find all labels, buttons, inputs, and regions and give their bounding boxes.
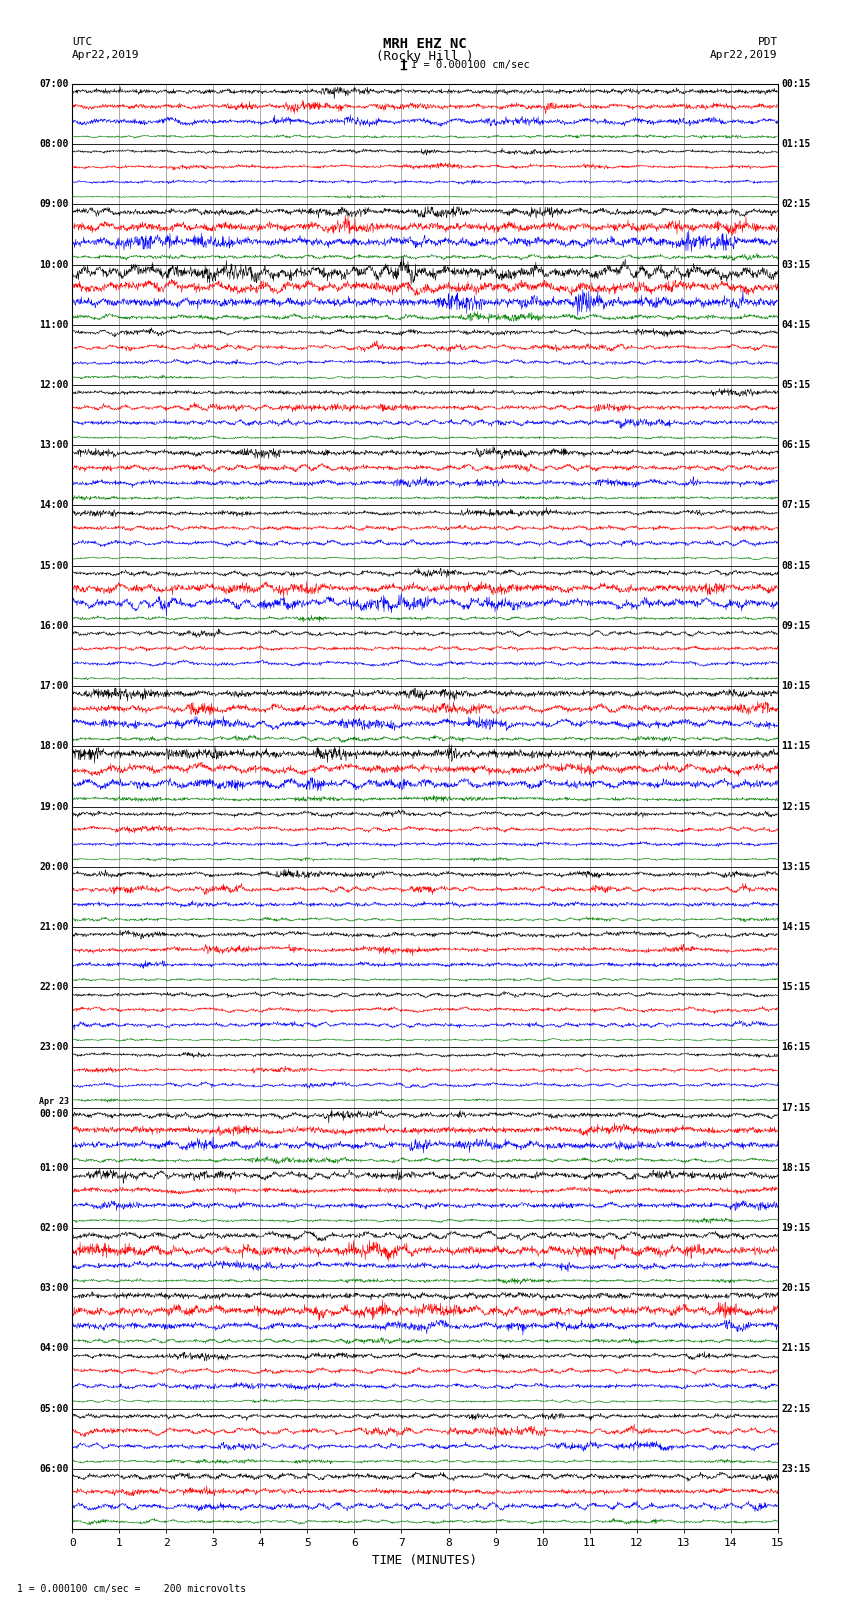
Text: 08:15: 08:15 <box>781 561 811 571</box>
Text: 09:15: 09:15 <box>781 621 811 631</box>
Text: 18:15: 18:15 <box>781 1163 811 1173</box>
Text: 14:15: 14:15 <box>781 923 811 932</box>
Text: 00:15: 00:15 <box>781 79 811 89</box>
Text: 19:15: 19:15 <box>781 1223 811 1232</box>
Text: 07:15: 07:15 <box>781 500 811 510</box>
Text: 17:15: 17:15 <box>781 1103 811 1113</box>
Text: PDT: PDT <box>757 37 778 47</box>
Text: 1 = 0.000100 cm/sec =    200 microvolts: 1 = 0.000100 cm/sec = 200 microvolts <box>17 1584 246 1594</box>
Text: 12:00: 12:00 <box>39 381 69 390</box>
Text: 12:15: 12:15 <box>781 802 811 811</box>
Text: MRH EHZ NC: MRH EHZ NC <box>383 37 467 52</box>
Text: 08:00: 08:00 <box>39 139 69 148</box>
Text: UTC: UTC <box>72 37 93 47</box>
Text: 14:00: 14:00 <box>39 500 69 510</box>
Text: 04:15: 04:15 <box>781 319 811 329</box>
Text: I = 0.000100 cm/sec: I = 0.000100 cm/sec <box>411 60 530 71</box>
Text: 04:00: 04:00 <box>39 1344 69 1353</box>
Text: 10:15: 10:15 <box>781 681 811 690</box>
Text: Apr22,2019: Apr22,2019 <box>711 50 778 60</box>
Text: 06:15: 06:15 <box>781 440 811 450</box>
Text: 11:15: 11:15 <box>781 742 811 752</box>
Text: 20:15: 20:15 <box>781 1284 811 1294</box>
Text: 15:00: 15:00 <box>39 561 69 571</box>
Text: 02:15: 02:15 <box>781 200 811 210</box>
Text: 17:00: 17:00 <box>39 681 69 690</box>
Text: 13:00: 13:00 <box>39 440 69 450</box>
Text: 21:15: 21:15 <box>781 1344 811 1353</box>
X-axis label: TIME (MINUTES): TIME (MINUTES) <box>372 1553 478 1566</box>
Text: 23:00: 23:00 <box>39 1042 69 1052</box>
Text: Apr 23: Apr 23 <box>39 1097 69 1107</box>
Text: 07:00: 07:00 <box>39 79 69 89</box>
Text: 19:00: 19:00 <box>39 802 69 811</box>
Text: 20:00: 20:00 <box>39 861 69 871</box>
Text: 21:00: 21:00 <box>39 923 69 932</box>
Text: 15:15: 15:15 <box>781 982 811 992</box>
Text: 10:00: 10:00 <box>39 260 69 269</box>
Text: 22:00: 22:00 <box>39 982 69 992</box>
Text: 02:00: 02:00 <box>39 1223 69 1232</box>
Text: 13:15: 13:15 <box>781 861 811 871</box>
Text: 16:15: 16:15 <box>781 1042 811 1052</box>
Text: 22:15: 22:15 <box>781 1403 811 1413</box>
Text: 03:00: 03:00 <box>39 1284 69 1294</box>
Text: 23:15: 23:15 <box>781 1465 811 1474</box>
Text: 05:00: 05:00 <box>39 1403 69 1413</box>
Text: 05:15: 05:15 <box>781 381 811 390</box>
Text: 09:00: 09:00 <box>39 200 69 210</box>
Text: (Rocky Hill ): (Rocky Hill ) <box>377 50 473 63</box>
Text: 18:00: 18:00 <box>39 742 69 752</box>
Text: 16:00: 16:00 <box>39 621 69 631</box>
Text: 06:00: 06:00 <box>39 1465 69 1474</box>
Text: 01:15: 01:15 <box>781 139 811 148</box>
Text: 11:00: 11:00 <box>39 319 69 329</box>
Text: 03:15: 03:15 <box>781 260 811 269</box>
Text: 01:00: 01:00 <box>39 1163 69 1173</box>
Text: 00:00: 00:00 <box>39 1110 69 1119</box>
Text: Apr22,2019: Apr22,2019 <box>72 50 139 60</box>
